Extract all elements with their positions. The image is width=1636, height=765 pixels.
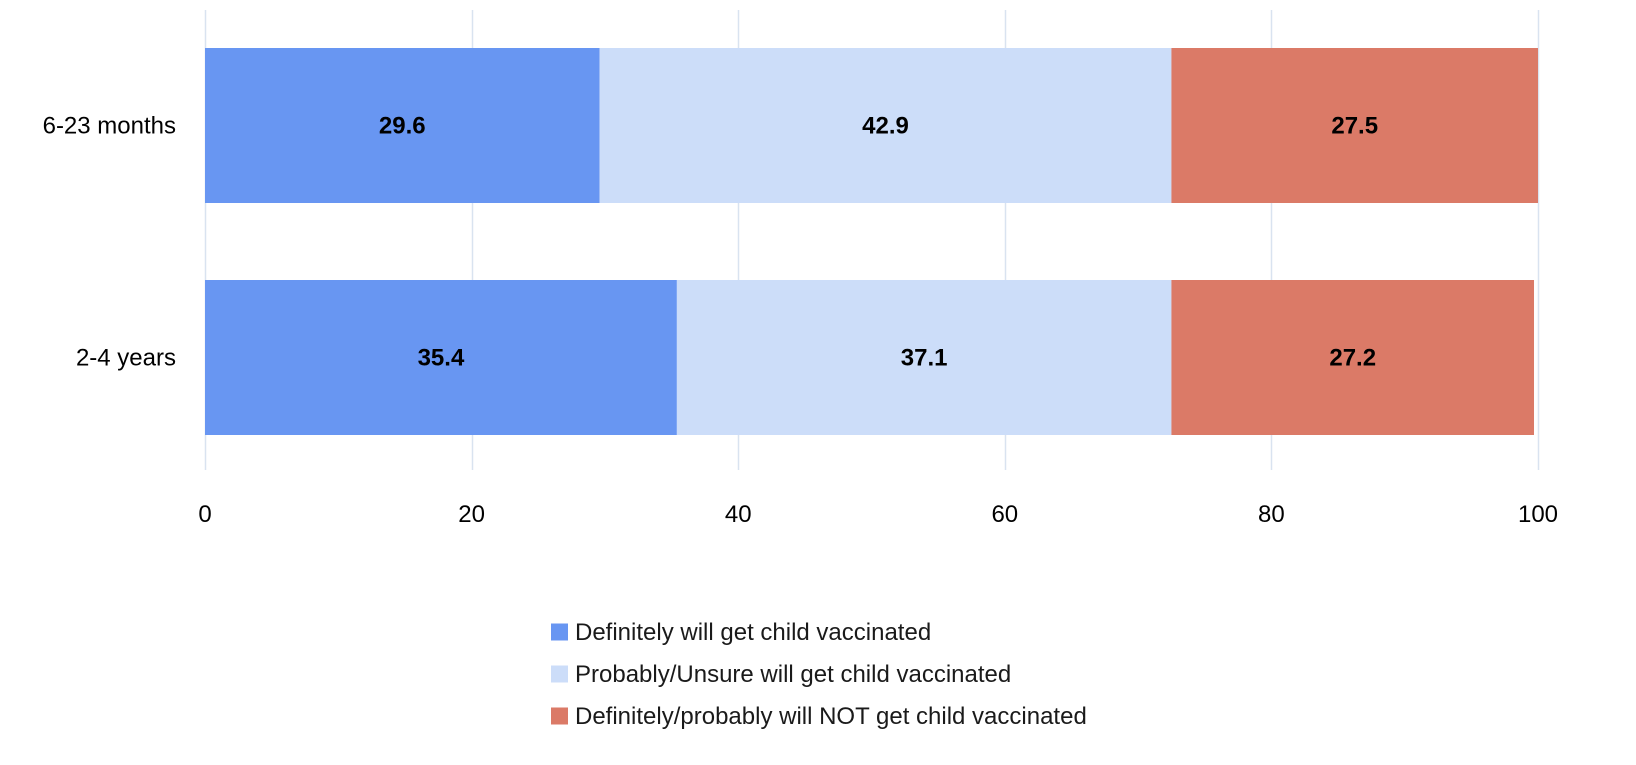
category-axis: 6-23 months 2-4 years	[43, 113, 176, 372]
bar-series	[205, 48, 1538, 435]
tick-label: 40	[725, 501, 752, 528]
data-label: 29.6	[379, 113, 426, 140]
data-label: 37.1	[901, 345, 948, 372]
tick-label: 20	[458, 501, 485, 528]
bar-segment	[205, 48, 600, 203]
bar-segment	[1171, 280, 1535, 435]
legend-label: Definitely will get child vaccinated	[575, 619, 931, 646]
legend-swatch	[551, 623, 568, 641]
bar-segment	[676, 280, 1172, 435]
data-label: 27.2	[1329, 345, 1376, 372]
legend-swatch	[551, 707, 568, 725]
tick-label: 80	[1258, 501, 1285, 528]
legend-label: Probably/Unsure will get child vaccinate…	[575, 661, 1011, 688]
tick-label: 100	[1518, 501, 1558, 528]
bar-segment	[599, 48, 1172, 203]
value-axis: 0 20 40 60 80 100	[198, 501, 1558, 528]
data-label: 35.4	[418, 345, 465, 372]
tick-label: 0	[198, 501, 211, 528]
data-labels: 29.6 42.9 27.5 35.4 37.1 27.2	[379, 113, 1378, 372]
data-label: 27.5	[1331, 113, 1378, 140]
bar-segment	[205, 280, 677, 435]
legend-swatch	[551, 665, 568, 683]
legend: Definitely will get child vaccinated Prob…	[551, 619, 1087, 730]
category-label: 2-4 years	[76, 345, 176, 372]
bar-segment	[1171, 48, 1538, 203]
tick-label: 60	[991, 501, 1018, 528]
category-label: 6-23 months	[43, 113, 176, 140]
legend-label: Definitely/probably will NOT get child v…	[575, 703, 1087, 730]
data-label: 42.9	[862, 113, 909, 140]
